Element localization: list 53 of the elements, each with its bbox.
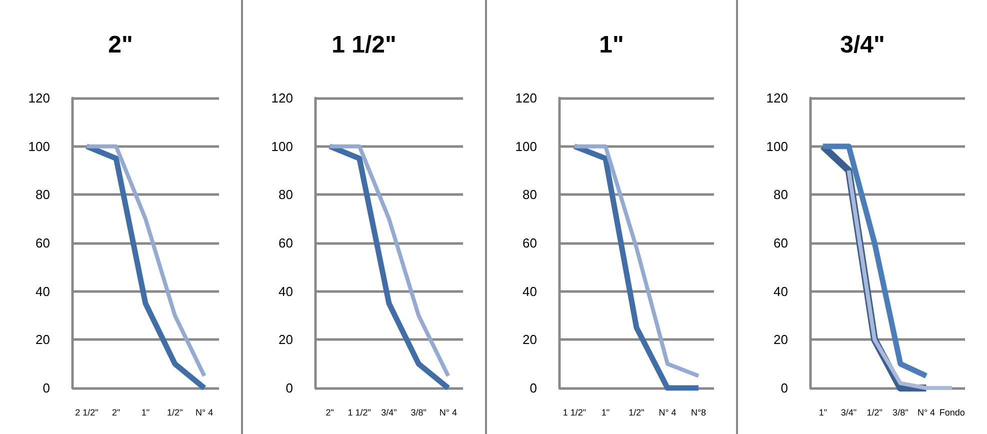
y-tick-label: 120 — [271, 90, 293, 106]
y-tick-label: 40 — [36, 284, 50, 299]
x-tick-label: N° 4 — [917, 408, 936, 418]
x-tick-label: 2 1/2" — [75, 408, 98, 418]
y-tick-label: 60 — [522, 236, 537, 250]
y-tick-label: 80 — [278, 187, 293, 202]
y-tick-label: 20 — [774, 332, 788, 348]
x-tick-label: 3/8" — [892, 408, 908, 418]
y-tick-label: 20 — [522, 332, 537, 348]
x-tick-label: N° 4 — [195, 408, 214, 418]
x-tick-label: N° 4 — [439, 408, 458, 418]
x-tick-label: 1" — [601, 408, 610, 418]
x-tick-label: 1 1/2" — [348, 408, 372, 418]
y-tick-label: 60 — [278, 236, 293, 250]
x-tick-label: N°8 — [690, 408, 706, 418]
x-tick-label: Fondo — [939, 408, 965, 418]
x-tick-label: 1 1/2" — [562, 408, 586, 418]
y-tick-label: 20 — [278, 332, 293, 348]
y-tick-label: 0 — [530, 380, 537, 396]
x-tick-label: 1/2" — [167, 408, 183, 418]
y-tick-label: 100 — [271, 138, 293, 154]
x-tick-label: 1/2" — [866, 408, 882, 418]
chart-title: 1 1/2" — [332, 32, 396, 58]
y-tick-label: 80 — [774, 187, 788, 202]
y-tick-label: 40 — [278, 284, 293, 299]
y-tick-label: 80 — [36, 187, 50, 202]
y-tick-label: 40 — [522, 284, 537, 299]
y-tick-label: 80 — [522, 187, 537, 202]
x-tick-label: 2" — [326, 408, 334, 418]
y-tick-label: 100 — [28, 138, 50, 154]
x-tick-label: 1" — [141, 408, 150, 418]
x-tick-label: 3/4" — [381, 408, 397, 418]
chart-title: 3/4" — [840, 32, 885, 58]
y-tick-label: 120 — [515, 90, 537, 106]
y-tick-label: 120 — [766, 90, 788, 106]
x-tick-label: 3/8" — [410, 408, 426, 418]
y-tick-label: 100 — [766, 138, 788, 154]
y-tick-label: 0 — [42, 380, 50, 396]
y-tick-label: 60 — [774, 236, 788, 250]
y-tick-label: 0 — [286, 380, 293, 396]
y-tick-label: 100 — [515, 138, 537, 154]
chart-title: 1" — [599, 32, 624, 58]
x-tick-label: 1" — [818, 408, 828, 418]
y-tick-label: 0 — [780, 380, 788, 396]
x-tick-label: 1/2" — [628, 408, 644, 418]
y-tick-label: 40 — [774, 284, 788, 299]
y-tick-label: 20 — [36, 332, 50, 348]
x-tick-label: 3/4" — [840, 408, 857, 418]
y-tick-label: 120 — [28, 90, 50, 106]
chart-title: 2" — [108, 32, 133, 58]
x-tick-label: 2" — [112, 408, 120, 418]
x-tick-label: N° 4 — [658, 408, 676, 418]
y-tick-label: 60 — [36, 236, 50, 250]
